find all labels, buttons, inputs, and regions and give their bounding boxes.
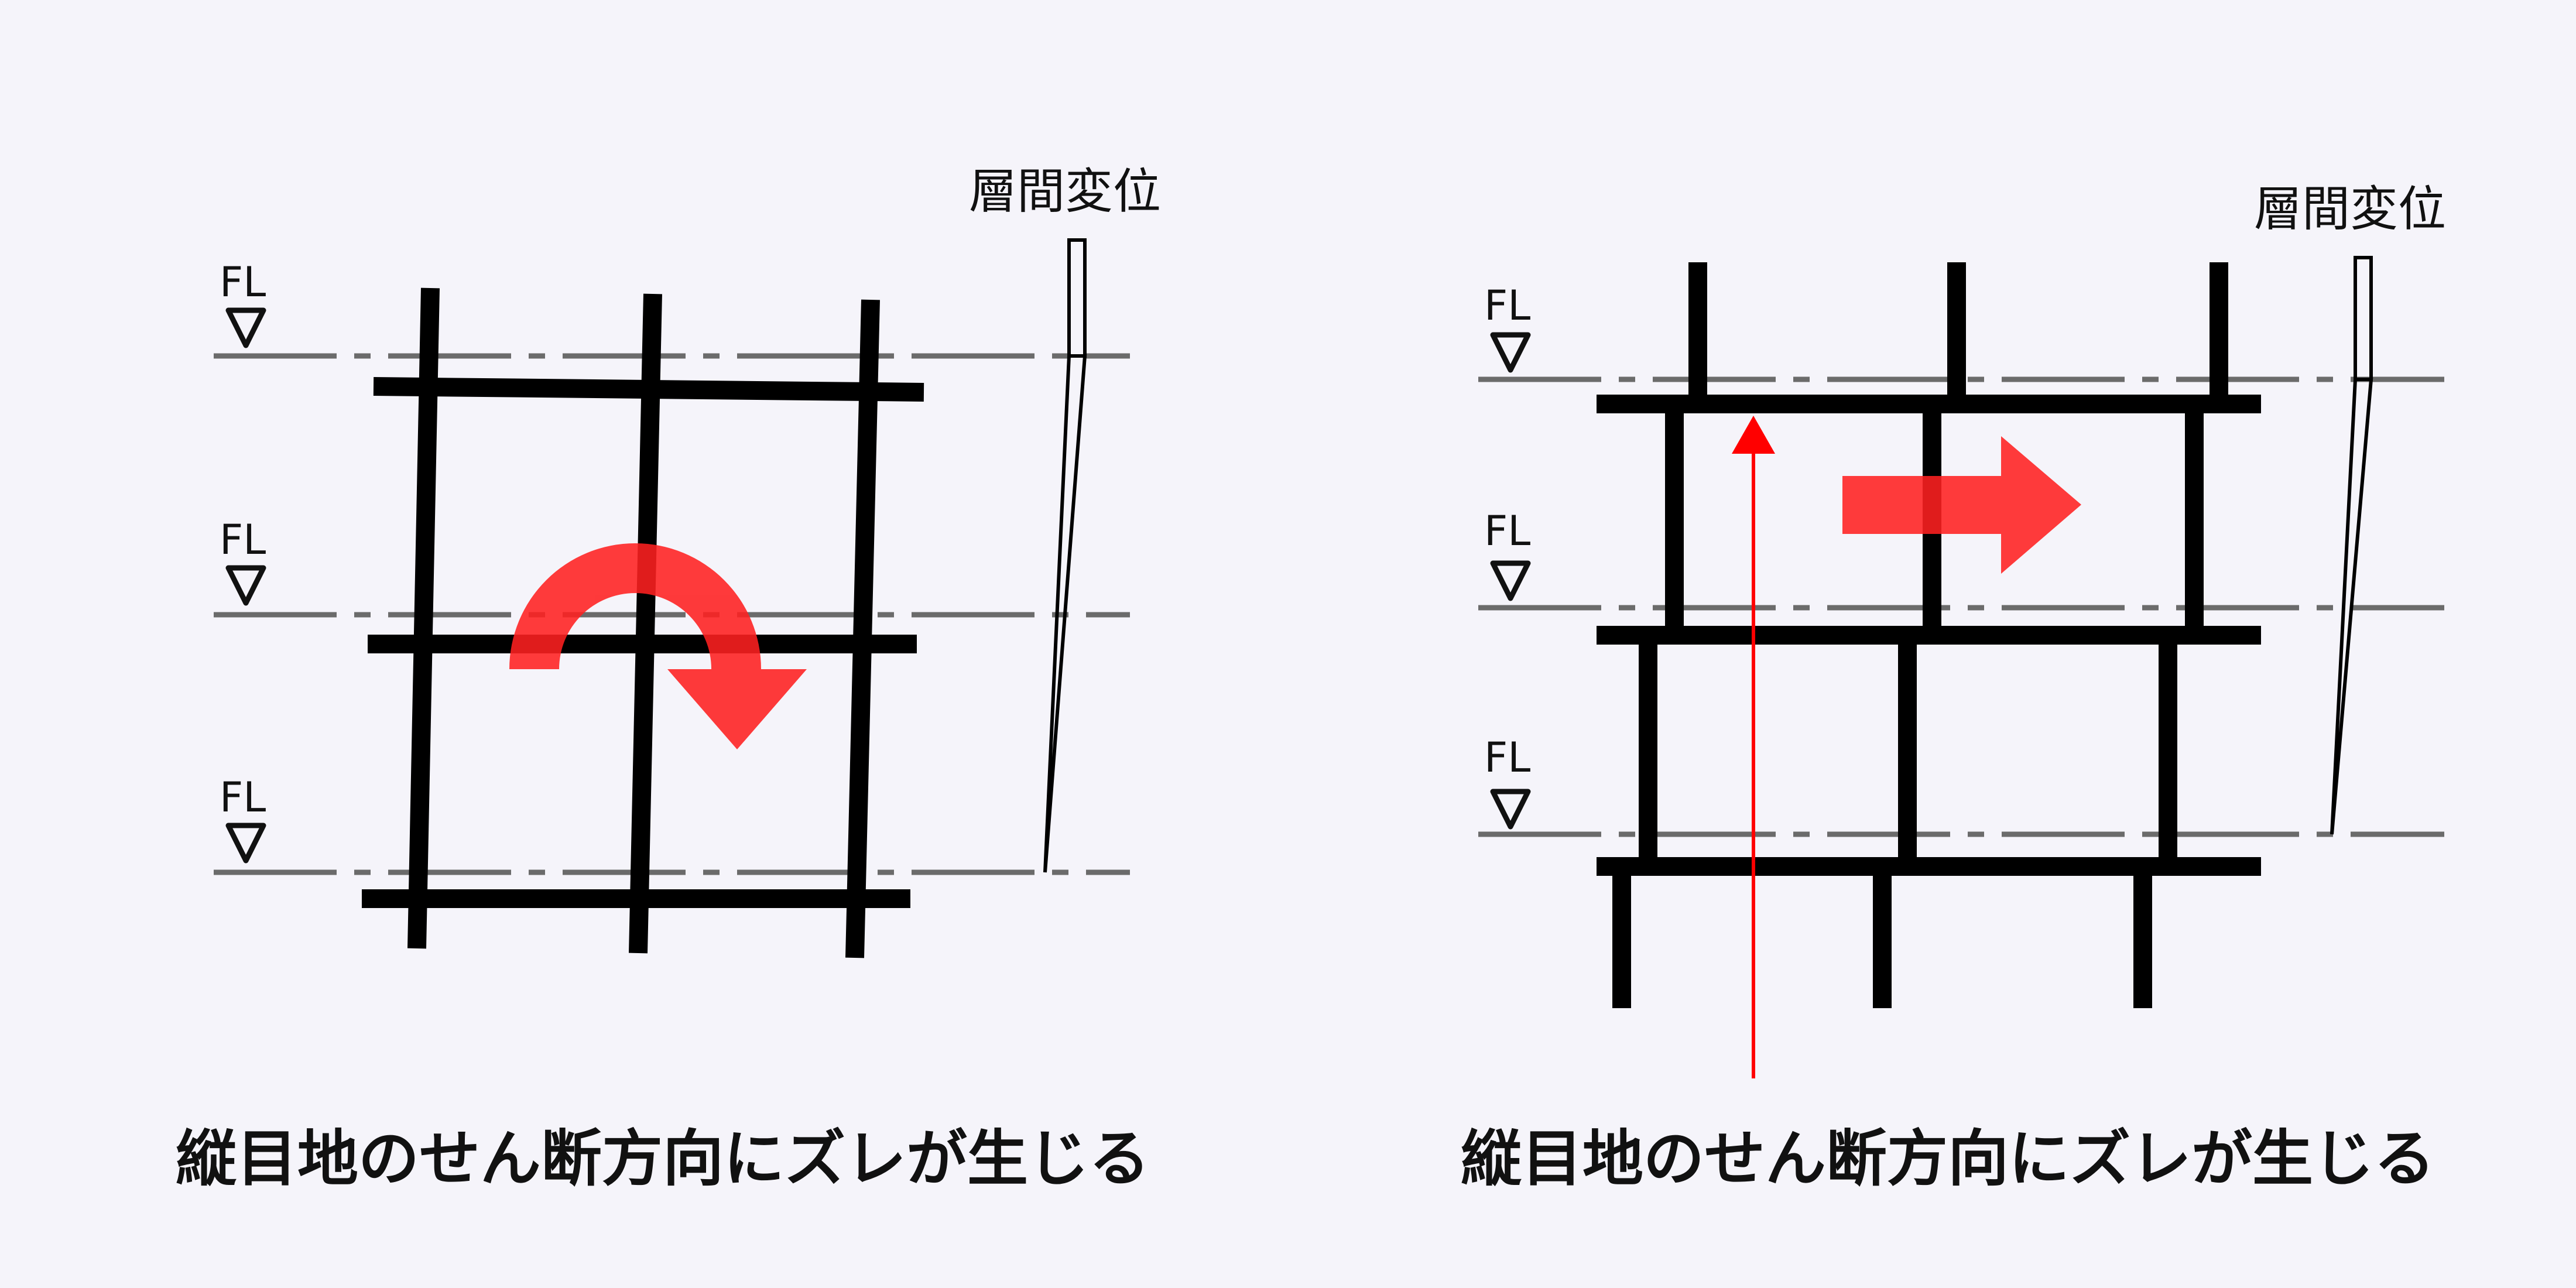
left-fl-marker-top: FL (220, 258, 266, 348)
right-fl-marker-middle: FL (1484, 507, 1531, 601)
grid-horizontal-top (373, 377, 924, 402)
left-floor-lines (214, 353, 1130, 875)
fl-label: FL (1484, 734, 1530, 782)
grid-vertical-right (845, 299, 880, 958)
drift-label: 層間変位 (2254, 181, 2446, 237)
right-caption: 縦目地のせん断方向にズレが生じる (1461, 1123, 2435, 1194)
fl-label: FL (1484, 507, 1530, 555)
right-fl-marker-top: FL (1484, 282, 1531, 373)
drift-top-box (2354, 256, 2373, 381)
left-panel-grid (362, 287, 924, 958)
right-fl-marker-bottom: FL (1484, 734, 1531, 830)
level-triangle-icon (1490, 332, 1531, 373)
drift-wedge (2330, 378, 2373, 835)
drift-top-box (1067, 238, 1087, 358)
level-triangle-icon (1490, 789, 1531, 830)
level-triangle-icon (225, 307, 266, 348)
vertical-reference-arrow-icon (1732, 416, 1775, 1078)
level-triangle-icon (1490, 560, 1531, 601)
fl-label: FL (1484, 282, 1530, 330)
translation-arrow-icon (1842, 436, 2081, 574)
grid-vertical-left (407, 287, 440, 949)
drift-wedge (1043, 354, 1087, 873)
fl-label: FL (220, 516, 266, 564)
right-panel: FL FL FL (1461, 181, 2446, 1194)
rotation-arrow-icon (509, 543, 807, 749)
level-triangle-icon (225, 565, 266, 606)
right-floor-lines (1478, 376, 2444, 837)
grid-vertical-middle (629, 293, 662, 954)
left-fl-marker-bottom: FL (220, 773, 266, 864)
fl-label: FL (220, 773, 266, 821)
right-drift-indicator (2330, 256, 2373, 835)
left-drift-indicator (1043, 238, 1087, 873)
left-fl-marker-middle: FL (220, 516, 266, 606)
level-triangle-icon (225, 823, 266, 864)
left-caption: 縦目地のせん断方向にズレが生じる (176, 1123, 1150, 1194)
right-panel-frame (1597, 262, 2261, 1008)
fl-label: FL (220, 258, 266, 306)
drift-label: 層間変位 (969, 164, 1161, 220)
left-panel: FL FL FL 層間変位 (176, 164, 1161, 1194)
